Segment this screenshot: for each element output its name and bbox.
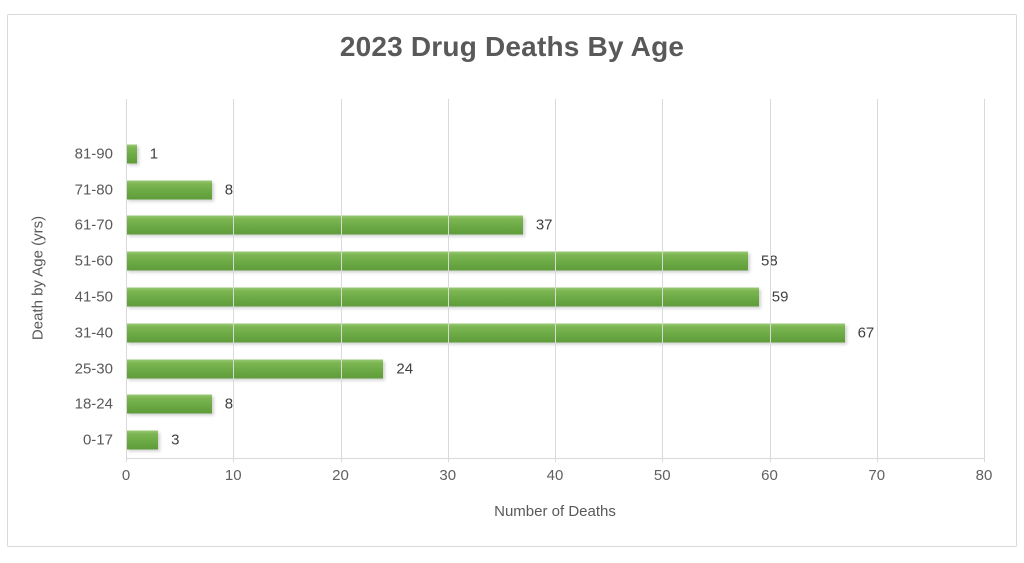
axis-tick-x-50	[662, 458, 664, 462]
x-tick-label: 60	[761, 467, 778, 484]
bar-rows: 81-90 1 71-80 8 61-70 37 51-60 58 41-50 59 31-40 67…	[75, 136, 984, 458]
bar-row-0-17: 0-17 3	[83, 422, 984, 458]
gridline-x-60	[769, 99, 771, 458]
chart-frame: 2023 Drug Deaths By Age Death by Age (yr…	[7, 14, 1017, 547]
data-label: 24	[396, 360, 414, 378]
gridline-x-70	[876, 99, 878, 458]
axis-tick-x-40	[555, 458, 556, 462]
category-label: 0-17	[82, 431, 113, 449]
data-label: 1	[149, 145, 159, 163]
data-label: 59	[771, 288, 789, 306]
axis-tick-x-70	[876, 458, 878, 462]
x-tick-label: 10	[224, 467, 242, 484]
category-label: 61-70	[74, 216, 113, 234]
bar-row-81-90: 81-90 1	[75, 136, 984, 172]
bar-row-51-60: 51-60 58	[75, 243, 984, 279]
bar-row-18-24: 18-24 8	[75, 386, 984, 422]
x-tick-label: 0	[121, 467, 131, 484]
data-label: 3	[171, 431, 180, 449]
x-tick-label: 30	[439, 467, 457, 484]
x-tick-label: 80	[975, 467, 993, 484]
bar	[126, 430, 159, 450]
category-label: 31-40	[74, 324, 113, 342]
bar-row-71-80: 71-80 8	[75, 172, 984, 208]
data-label: 8	[224, 395, 234, 413]
bar	[126, 323, 845, 343]
x-tick-label: 50	[653, 467, 671, 484]
x-tick-label: 40	[546, 467, 564, 484]
category-label: 25-30	[74, 360, 113, 378]
bar	[126, 359, 384, 379]
bar-row-61-70: 61-70 37	[75, 208, 984, 244]
data-label: 37	[535, 216, 553, 234]
x-tick-label: 70	[868, 467, 886, 484]
data-label: 67	[857, 324, 875, 342]
axis-tick-x-0	[126, 458, 127, 462]
bar	[126, 394, 212, 414]
gridline-x-10	[233, 99, 235, 458]
bar	[126, 215, 523, 235]
x-tick-label: 20	[332, 467, 349, 484]
category-label: 81-90	[74, 145, 113, 163]
gridline-x-20	[340, 99, 342, 458]
chart-title: 2023 Drug Deaths By Age	[339, 31, 685, 62]
gridline-x-30	[447, 99, 449, 458]
bar	[126, 287, 759, 307]
y-axis-title-text: Death by Age (yrs)	[29, 215, 47, 341]
bar-row-31-40: 31-40 67	[75, 315, 984, 351]
axis-tick-x-60	[769, 458, 771, 462]
bar	[126, 180, 212, 200]
category-label: 51-60	[74, 252, 113, 270]
axis-tick-x-20	[340, 458, 342, 462]
gridline-x-50	[662, 99, 664, 458]
gridline-x-0	[126, 99, 127, 458]
category-label: 18-24	[74, 395, 113, 413]
bar-row-41-50: 41-50 59	[75, 279, 984, 315]
x-axis-title: Number of Deaths	[494, 503, 616, 520]
gridline-x-80	[984, 99, 985, 458]
axis-tick-x-30	[447, 458, 449, 462]
category-label: 41-50	[74, 288, 113, 306]
axis-tick-x-80	[984, 458, 985, 462]
bar	[126, 251, 749, 271]
bar-row-25-30: 25-30 24	[75, 351, 984, 387]
plot-area: 81-90 1 71-80 8 61-70 37 51-60 58 41-50 59 31-40 67…	[75, 99, 985, 462]
gridline-x-40	[555, 99, 556, 458]
x-axis-tick-labels: 0 10 20 30 40 50 60 70 80	[122, 467, 993, 487]
data-label: 8	[224, 181, 234, 199]
bar	[126, 144, 137, 164]
category-label: 71-80	[74, 181, 113, 199]
axis-tick-x-10	[233, 458, 235, 462]
data-label: 58	[761, 253, 778, 270]
